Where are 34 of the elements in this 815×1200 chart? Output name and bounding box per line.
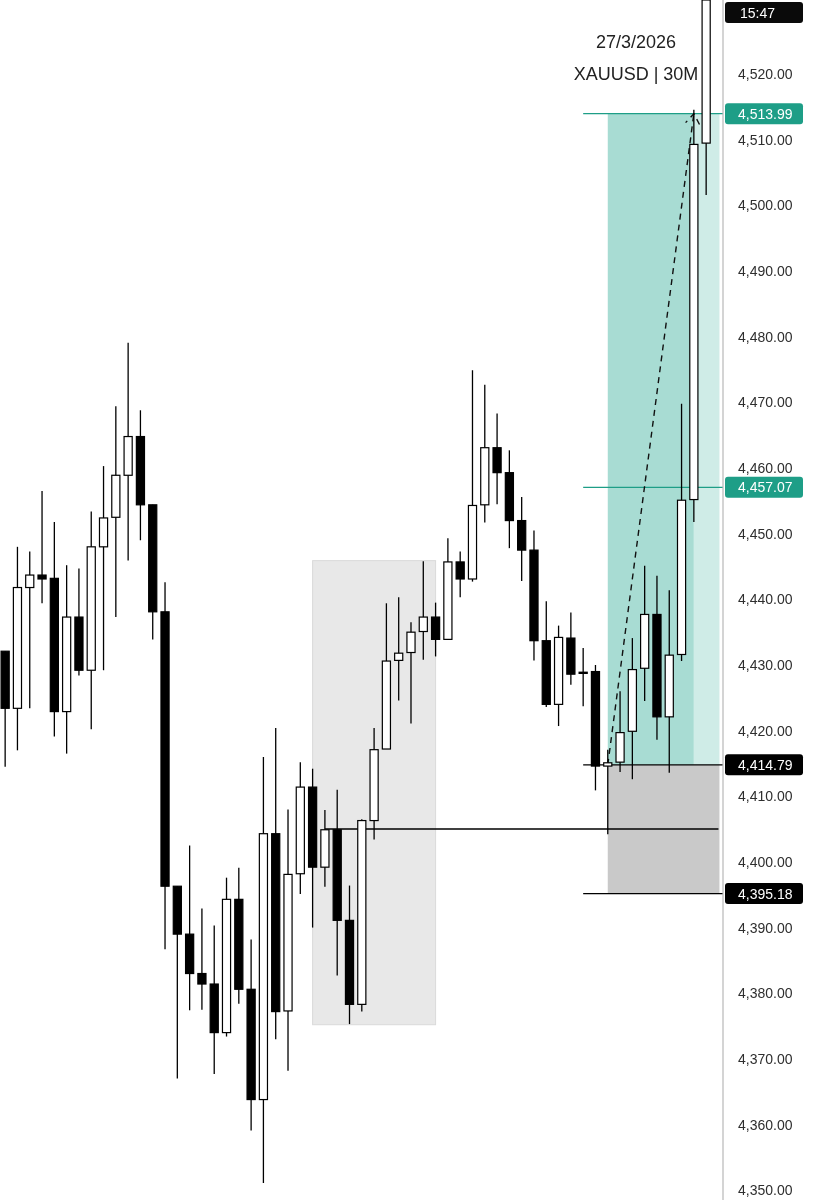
candlestick [430,601,441,658]
y-tick-label: 4,390.00 [738,919,793,936]
y-tick-label: 4,490.00 [738,263,793,280]
y-tick-label: 4,470.00 [738,394,793,411]
text: 27/3/2026 [595,32,677,52]
candlestick [25,550,35,709]
text: XAUUSD | 30M [573,64,699,84]
text: 15:47 [740,4,776,21]
y-tick-label: 4,500.00 [738,197,793,214]
candlestick [578,647,588,707]
y-tick-label: 4,400.00 [738,853,793,870]
candlestick [418,560,428,661]
y-tick-label: 4,480.00 [738,328,793,345]
y-tick-label: 4,380.00 [738,985,793,1002]
y-tick-label: 4,420.00 [738,722,793,739]
candlestick [37,490,47,604]
y-tick-label: 4,430.00 [738,656,793,673]
ref-line-label: 4,414.79 [738,756,793,773]
y-tick-label: 4,410.00 [738,788,793,805]
ref-line-label: 4,457.07 [738,479,793,496]
y-tick-label: 4,520.00 [738,66,793,83]
y-tick-label: 4,350.00 [738,1182,793,1199]
candlestick [394,596,404,702]
y-tick-label: 4,370.00 [738,1050,793,1067]
y-tick-label: 4,440.00 [738,591,793,608]
y-tick-label: 4,460.00 [738,460,793,477]
candlestick [406,621,416,725]
y-tick-label: 4,450.00 [738,525,793,542]
y-tick-label: 4,510.00 [738,131,793,148]
y-tick-label: 4,360.00 [738,1116,793,1133]
ref-line-label: 4,513.99 [738,105,793,122]
candlestick [455,550,465,599]
ref-line-label: 4,395.18 [738,885,793,902]
candlestick [197,907,207,1011]
